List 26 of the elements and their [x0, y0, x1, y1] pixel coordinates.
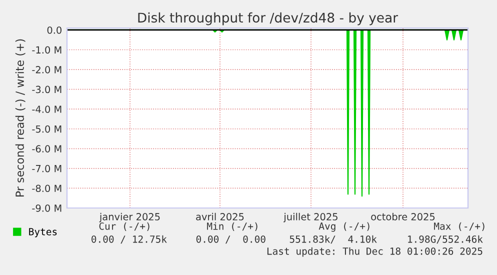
y-tick-label: -3.0 M: [32, 86, 62, 94]
x-tick-label: janvier 2025: [99, 212, 160, 222]
x-tick-label: juillet 2025: [284, 212, 338, 222]
legend-label: Bytes: [29, 228, 57, 238]
y-tick-label: -7.0 M: [32, 164, 62, 172]
text: Avg (-/+): [318, 222, 370, 232]
text: Last update: Thu Dec 18 01:00:26 2025: [267, 247, 482, 257]
y-tick-label: -8.0 M: [32, 184, 62, 192]
y-tick-label: -1.0 M: [32, 46, 62, 54]
y-tick-label: -2.0 M: [32, 66, 62, 74]
text: 0.00 / 12.75k: [92, 235, 167, 244]
x-tick-label: avril 2025: [196, 212, 244, 220]
y-tick-label: -4.0 M: [32, 106, 62, 113]
text: Min (-/+): [207, 222, 258, 231]
y-tick-label: 0.0: [47, 26, 62, 34]
y-tick-label: -6.0 M: [32, 145, 62, 152]
y-axis-title: Pr second read (-) / write (+): [15, 39, 26, 197]
text: Cur (-/+): [99, 222, 150, 231]
text: Max (-/+): [434, 222, 484, 231]
x-tick-label: octobre 2025: [371, 212, 435, 220]
y-tick-label: -9.0 M: [32, 204, 62, 212]
text: 1.98G/552.46k: [408, 235, 483, 244]
text: 0.00 / 0.00: [196, 235, 266, 244]
chart-title: Disk throughput for /dev/zd48 - by year: [138, 12, 398, 26]
y-tick-label: -5.0 M: [32, 125, 62, 133]
text: 551.83k/ 4.10k: [290, 235, 377, 244]
